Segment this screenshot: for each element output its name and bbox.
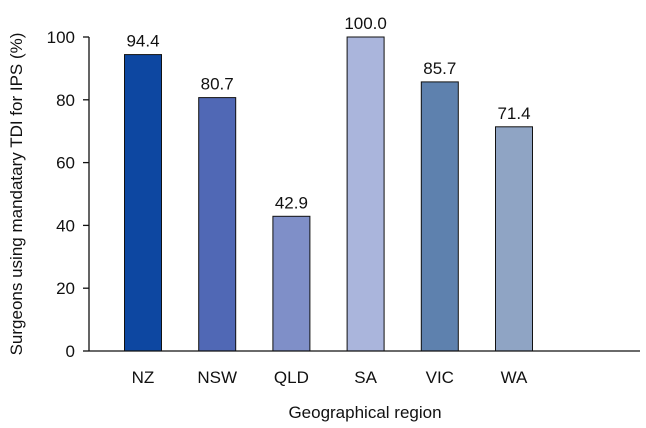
x-tick-label-qld: QLD <box>274 368 309 387</box>
bars <box>124 36 533 352</box>
bar-nsw <box>198 97 237 352</box>
y-axis: 0 20 40 60 80 100 <box>47 28 90 361</box>
data-label-nz: 94.4 <box>126 32 159 51</box>
y-tick-label: 100 <box>47 28 75 47</box>
x-tick-label-nsw: NSW <box>197 368 237 387</box>
data-label-vic: 85.7 <box>423 59 456 78</box>
data-label-nsw: 80.7 <box>201 75 234 94</box>
data-label-sa: 100.0 <box>344 14 387 33</box>
x-tick-label-sa: SA <box>354 368 377 387</box>
data-labels: 94.4 80.7 42.9 100.0 85.7 71.4 <box>126 14 530 212</box>
y-tick-label: 80 <box>56 91 75 110</box>
data-label-wa: 71.4 <box>497 104 530 123</box>
y-tick-label: 40 <box>56 216 75 235</box>
bar-vic <box>420 81 459 352</box>
x-axis: NZ NSW QLD SA VIC WA <box>89 350 640 387</box>
bar-nz <box>124 54 162 352</box>
bar-qld <box>272 215 311 352</box>
x-tick-label-vic: VIC <box>426 368 454 387</box>
y-tick-label: 20 <box>56 279 75 298</box>
bar-sa <box>346 36 385 352</box>
x-axis-title: Geographical region <box>288 403 441 422</box>
y-tick-label: 0 <box>66 342 75 361</box>
y-axis-title: Surgeons using mandatary TDI for IPS (%) <box>7 33 26 356</box>
y-tick-label: 60 <box>56 154 75 173</box>
x-tick-label-wa: WA <box>501 368 528 387</box>
bar-wa <box>495 126 533 352</box>
x-tick-label-nz: NZ <box>132 368 155 387</box>
data-label-qld: 42.9 <box>275 193 308 212</box>
